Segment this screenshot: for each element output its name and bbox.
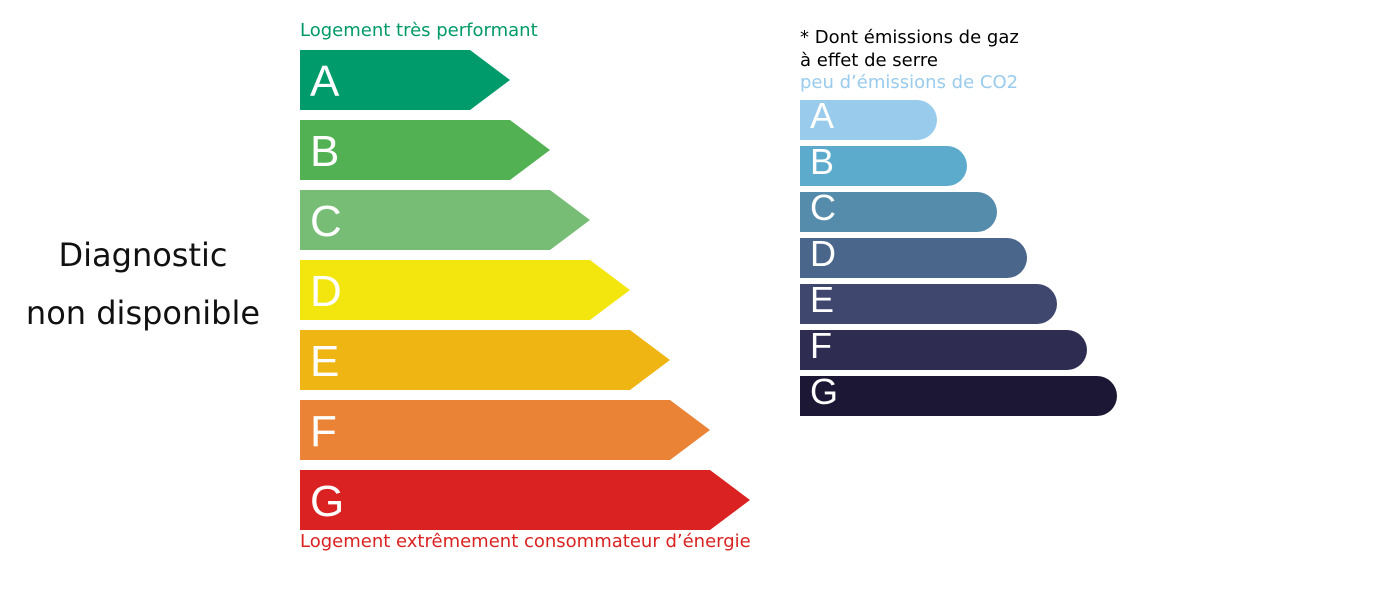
- energy-class-e: E: [300, 330, 670, 390]
- energy-class-letter: B: [310, 127, 340, 176]
- energy-class-d: D: [300, 260, 630, 320]
- ges-class-g: G: [800, 371, 1117, 416]
- energy-class-letter: E: [310, 337, 340, 386]
- ges-class-letter: G: [810, 371, 839, 412]
- energy-class-b: B: [300, 120, 550, 180]
- energy-class-letter: C: [310, 197, 342, 246]
- energy-class-c: C: [300, 190, 590, 250]
- ges-class-letter: F: [810, 325, 832, 366]
- energy-top-label: Logement très performant: [300, 20, 538, 41]
- ges-class-c: C: [800, 187, 997, 232]
- ges-class-e: E: [800, 279, 1057, 324]
- ges-title-line2: à effet de serre: [800, 50, 938, 71]
- diagnostic-line2: non disponible: [25, 294, 261, 332]
- ges-class-letter: B: [810, 141, 835, 182]
- energy-class-letter: A: [310, 57, 340, 106]
- ges-class-f: F: [800, 325, 1087, 370]
- energy-class-f: F: [300, 400, 710, 460]
- ges-class-b: B: [800, 141, 967, 186]
- ges-class-letter: D: [810, 233, 836, 274]
- energy-class-g: G: [300, 470, 750, 530]
- diagnostic-line1: Diagnostic: [58, 236, 228, 274]
- ges-title: * Dont émissions de gaz à effet de serre: [800, 26, 1019, 72]
- diagnostic-unavailable: Diagnostic non disponible: [0, 226, 286, 342]
- ges-class-letter: E: [810, 279, 835, 320]
- ges-class-letter: A: [810, 95, 835, 136]
- energy-class-a: A: [300, 50, 510, 110]
- ges-top-label: peu d’émissions de CO2: [800, 72, 1019, 93]
- energy-bottom-label: Logement extrêmement consommateur d’éner…: [300, 531, 751, 552]
- ges-title-line1: * Dont émissions de gaz: [800, 27, 1019, 48]
- ges-class-d: D: [800, 233, 1027, 278]
- ges-class-a: A: [800, 95, 937, 140]
- energy-class-letter: D: [310, 267, 342, 316]
- energy-class-letter: G: [310, 477, 345, 526]
- ges-class-letter: C: [810, 187, 836, 228]
- energy-class-letter: F: [310, 407, 337, 456]
